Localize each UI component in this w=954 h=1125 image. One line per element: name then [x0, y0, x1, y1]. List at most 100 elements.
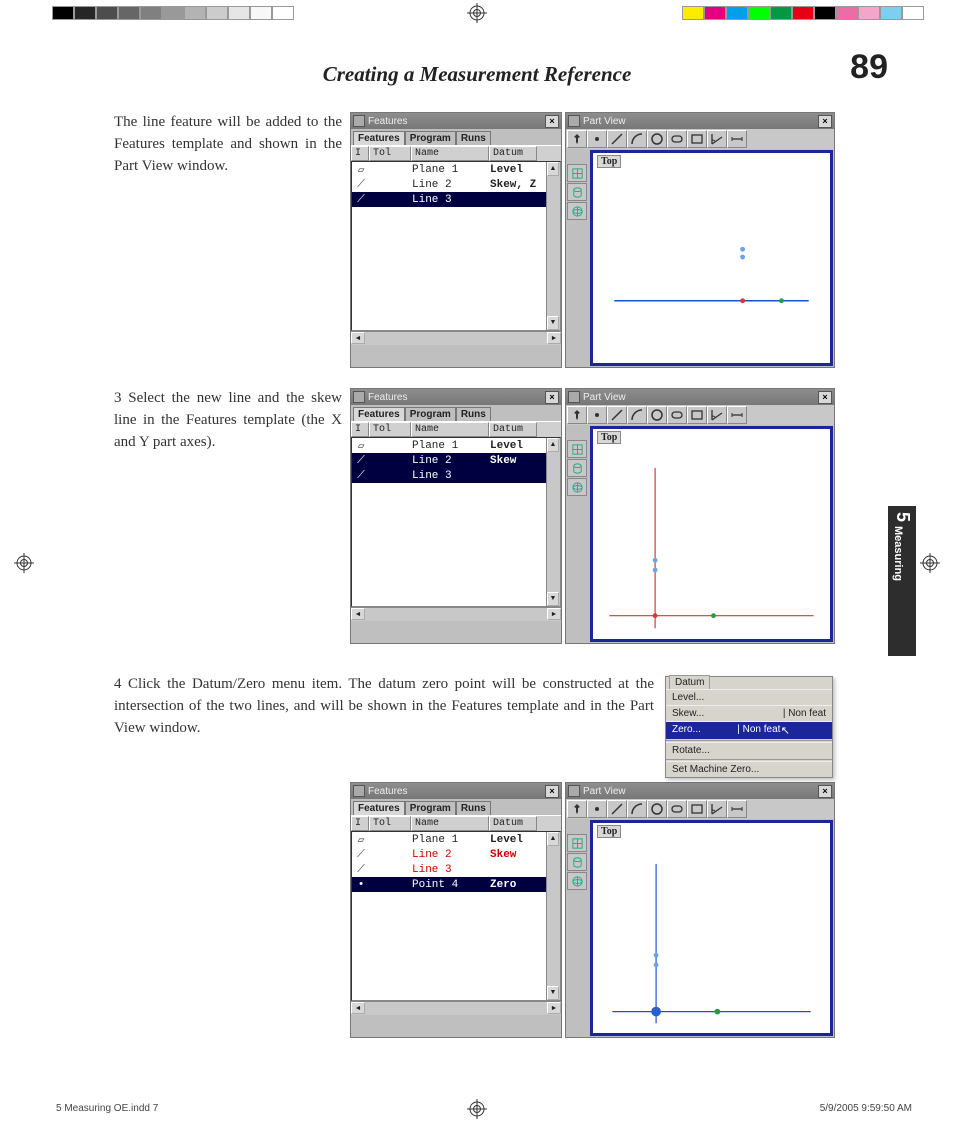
- menu-item-rotate...[interactable]: Rotate...: [666, 742, 832, 758]
- titlebar[interactable]: Part View×: [566, 389, 834, 405]
- partview-canvas[interactable]: Top: [590, 150, 833, 366]
- menu-title-tab[interactable]: Datum: [669, 675, 710, 689]
- arc-tool-button[interactable]: [627, 130, 647, 148]
- scrollbar-horizontal[interactable]: ◄►: [351, 607, 561, 621]
- arc-tool-button[interactable]: [627, 800, 647, 818]
- tab-program[interactable]: Program: [405, 801, 456, 815]
- globe-view-button[interactable]: [567, 478, 587, 496]
- pin-tool-button[interactable]: [567, 406, 587, 424]
- slot-tool-button[interactable]: [667, 130, 687, 148]
- column-headers: ITolNameDatum: [351, 815, 561, 831]
- line-tool-button[interactable]: [607, 130, 627, 148]
- feature-name: Plane 1: [412, 440, 490, 452]
- features-window: Features×FeaturesProgramRunsITolNameDatu…: [350, 112, 562, 368]
- cyl-view-button[interactable]: [567, 853, 587, 871]
- feature-row[interactable]: ⟋Line 3: [352, 468, 560, 483]
- feature-row[interactable]: ⟋Line 2Skew, Z: [352, 177, 560, 192]
- pin-tool-button[interactable]: [567, 800, 587, 818]
- titlebar[interactable]: Features×: [351, 783, 561, 799]
- close-button[interactable]: ×: [545, 115, 559, 128]
- rect-tool-button[interactable]: [687, 406, 707, 424]
- tab-runs[interactable]: Runs: [456, 131, 491, 145]
- dist-tool-button[interactable]: [727, 800, 747, 818]
- close-button[interactable]: ×: [818, 391, 832, 404]
- rect-tool-button[interactable]: [687, 130, 707, 148]
- dist-tool-button[interactable]: [727, 406, 747, 424]
- titlebar[interactable]: Part View×: [566, 113, 834, 129]
- feature-row[interactable]: •Point 4Zero: [352, 877, 560, 892]
- partview-sidebar: [567, 834, 589, 890]
- feature-row[interactable]: ⟋Line 3: [352, 862, 560, 877]
- features-list[interactable]: ▱Plane 1Level⟋Line 2Skew⟋Line 3: [351, 437, 561, 607]
- tab-features[interactable]: Features: [353, 131, 405, 145]
- page-title: Creating a Measurement Reference: [0, 62, 954, 87]
- titlebar[interactable]: Features×: [351, 389, 561, 405]
- features-window: Features× FeaturesProgramRunsITolNameDatu…: [350, 782, 562, 1038]
- angle-tool-button[interactable]: [707, 406, 727, 424]
- partview-canvas[interactable]: Top: [590, 426, 833, 642]
- scrollbar-vertical[interactable]: ▲▼: [546, 438, 560, 606]
- grid-view-button[interactable]: [567, 440, 587, 458]
- feature-row[interactable]: ⟋Line 2Skew: [352, 847, 560, 862]
- close-button[interactable]: ×: [818, 785, 832, 798]
- feature-row[interactable]: ⟋Line 3: [352, 192, 560, 207]
- feature-name: Plane 1: [412, 834, 490, 846]
- slot-tool-button[interactable]: [667, 406, 687, 424]
- circle-tool-button[interactable]: [647, 130, 667, 148]
- scrollbar-vertical[interactable]: ▲▼: [546, 162, 560, 330]
- dot-tool-button[interactable]: [587, 406, 607, 424]
- features-list[interactable]: ▱Plane 1Level⟋Line 2Skew⟋Line 3•Point 4Z…: [351, 831, 561, 1001]
- window-title: Features: [368, 116, 407, 127]
- tab-program[interactable]: Program: [405, 407, 456, 421]
- globe-view-button[interactable]: [567, 202, 587, 220]
- slot-tool-button[interactable]: [667, 800, 687, 818]
- feature-row[interactable]: ⟋Line 2Skew: [352, 453, 560, 468]
- titlebar[interactable]: Features ×: [351, 113, 561, 129]
- line-tool-button[interactable]: [607, 406, 627, 424]
- column-headers: ITolNameDatum: [351, 145, 561, 161]
- close-button[interactable]: ×: [545, 391, 559, 404]
- tab-program[interactable]: Program: [405, 131, 456, 145]
- cyl-view-button[interactable]: [567, 459, 587, 477]
- features-list[interactable]: ▱Plane 1Level⟋Line 2Skew, Z⟋Line 3: [351, 161, 561, 331]
- arc-tool-button[interactable]: [627, 406, 647, 424]
- feature-name: Line 2: [412, 179, 490, 191]
- rect-tool-button[interactable]: [687, 800, 707, 818]
- menu-item-level...[interactable]: Level...: [666, 689, 832, 705]
- menu-item-set machine zero...[interactable]: Set Machine Zero...: [666, 761, 832, 777]
- angle-tool-button[interactable]: [707, 130, 727, 148]
- feature-datum: Level: [490, 440, 540, 452]
- feature-type-icon: ⟋: [352, 470, 370, 482]
- partview-sidebar: [567, 440, 589, 496]
- globe-view-button[interactable]: [567, 872, 587, 890]
- tab-features[interactable]: Features: [353, 407, 405, 421]
- feature-name: Line 3: [412, 194, 490, 206]
- angle-tool-button[interactable]: [707, 800, 727, 818]
- tab-runs[interactable]: Runs: [456, 801, 491, 815]
- line-tool-button[interactable]: [607, 800, 627, 818]
- feature-row[interactable]: ▱Plane 1Level: [352, 832, 560, 847]
- feature-datum: Level: [490, 834, 540, 846]
- grid-view-button[interactable]: [567, 834, 587, 852]
- feature-row[interactable]: ▱Plane 1Level: [352, 438, 560, 453]
- tab-features[interactable]: Features: [353, 801, 405, 815]
- partview-canvas[interactable]: Top: [590, 820, 833, 1036]
- circle-tool-button[interactable]: [647, 406, 667, 424]
- feature-row[interactable]: ▱Plane 1Level: [352, 162, 560, 177]
- cyl-view-button[interactable]: [567, 183, 587, 201]
- circle-tool-button[interactable]: [647, 800, 667, 818]
- dot-tool-button[interactable]: [587, 800, 607, 818]
- dist-tool-button[interactable]: [727, 130, 747, 148]
- menu-item-skew...[interactable]: Skew...| Non feat: [666, 705, 832, 721]
- dot-tool-button[interactable]: [587, 130, 607, 148]
- grid-view-button[interactable]: [567, 164, 587, 182]
- pin-tool-button[interactable]: [567, 130, 587, 148]
- close-button[interactable]: ×: [818, 115, 832, 128]
- tab-runs[interactable]: Runs: [456, 407, 491, 421]
- scrollbar-vertical[interactable]: ▲▼: [546, 832, 560, 1000]
- scrollbar-horizontal[interactable]: ◄►: [351, 1001, 561, 1015]
- scrollbar-horizontal[interactable]: ◄►: [351, 331, 561, 345]
- menu-item-zero...[interactable]: Zero...| Non feat↖: [666, 721, 832, 739]
- close-button[interactable]: ×: [545, 785, 559, 798]
- titlebar[interactable]: Part View×: [566, 783, 834, 799]
